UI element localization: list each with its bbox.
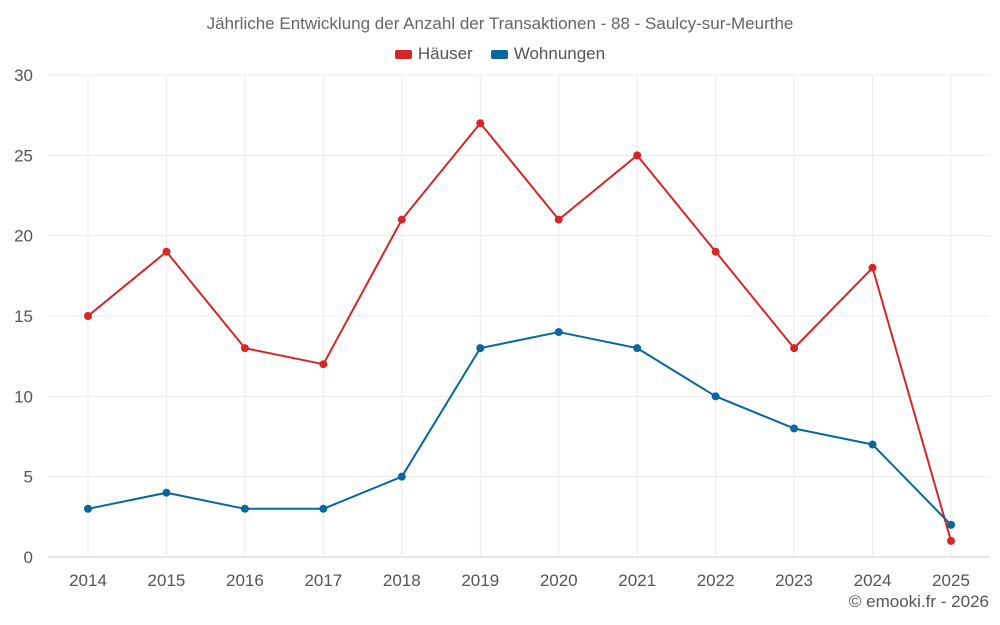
data-point-apartments-2023: [790, 424, 799, 433]
x-tick-label-2017: 2017: [304, 571, 342, 590]
data-point-houses-2017: [319, 360, 328, 369]
x-tick-label-2024: 2024: [854, 571, 892, 590]
y-tick-label-10: 10: [14, 387, 33, 406]
y-tick-label-30: 30: [14, 66, 33, 85]
data-point-apartments-2015: [162, 488, 171, 497]
data-point-apartments-2020: [554, 328, 563, 337]
data-point-houses-2018: [397, 215, 406, 224]
data-point-apartments-2016: [240, 504, 249, 513]
data-point-apartments-2014: [84, 504, 92, 513]
chart-title: Jährliche Entwicklung der Anzahl der Tra…: [206, 14, 794, 33]
y-tick-label-25: 25: [14, 146, 33, 165]
data-point-houses-2020: [554, 215, 563, 224]
data-point-houses-2023: [790, 344, 799, 353]
data-point-houses-2024: [868, 263, 877, 272]
data-point-apartments-2022: [711, 392, 720, 401]
data-point-houses-2019: [476, 119, 485, 128]
data-point-apartments-2018: [397, 472, 406, 481]
data-point-apartments-2019: [476, 344, 485, 353]
x-tick-label-2016: 2016: [226, 571, 264, 590]
y-tick-label-20: 20: [14, 227, 33, 246]
legend-item-houses[interactable]: Häuser: [394, 44, 473, 64]
data-point-apartments-2024: [868, 440, 877, 449]
data-point-houses-2014: [84, 312, 92, 320]
x-tick-label-2019: 2019: [461, 571, 499, 590]
legend: Häuser Wohnungen: [0, 44, 1000, 64]
data-point-houses-2021: [633, 151, 642, 160]
data-point-houses-2022: [711, 247, 720, 256]
x-tick-label-2015: 2015: [148, 571, 186, 590]
x-tick-label-2018: 2018: [383, 571, 421, 590]
y-tick-label-5: 5: [24, 468, 33, 487]
x-tick-label-2025: 2025: [932, 571, 970, 590]
x-tick-label-2020: 2020: [540, 571, 578, 590]
data-point-apartments-2021: [633, 344, 642, 353]
data-point-houses-2015: [162, 247, 171, 256]
legend-label-houses: Häuser: [417, 44, 473, 63]
y-tick-label-0: 0: [24, 548, 33, 567]
x-tick-label-2022: 2022: [697, 571, 735, 590]
x-tick-label-2014: 2014: [69, 571, 107, 590]
legend-swatch-apartments: [490, 49, 508, 59]
data-point-houses-2016: [240, 344, 249, 353]
legend-label-apartments: Wohnungen: [513, 44, 606, 63]
data-point-apartments-2025: [947, 520, 955, 529]
legend-item-apartments[interactable]: Wohnungen: [490, 44, 606, 64]
y-tick-label-15: 15: [14, 307, 33, 326]
x-tick-label-2021: 2021: [618, 571, 656, 590]
series-line-houses: [87, 122, 952, 542]
data-point-apartments-2017: [319, 504, 328, 513]
credit-text: © emooki.fr - 2026: [848, 592, 989, 611]
legend-swatch-houses: [394, 49, 412, 59]
data-point-houses-2025: [947, 536, 955, 545]
series-line-apartments: [87, 331, 952, 526]
x-tick-label-2023: 2023: [775, 571, 813, 590]
